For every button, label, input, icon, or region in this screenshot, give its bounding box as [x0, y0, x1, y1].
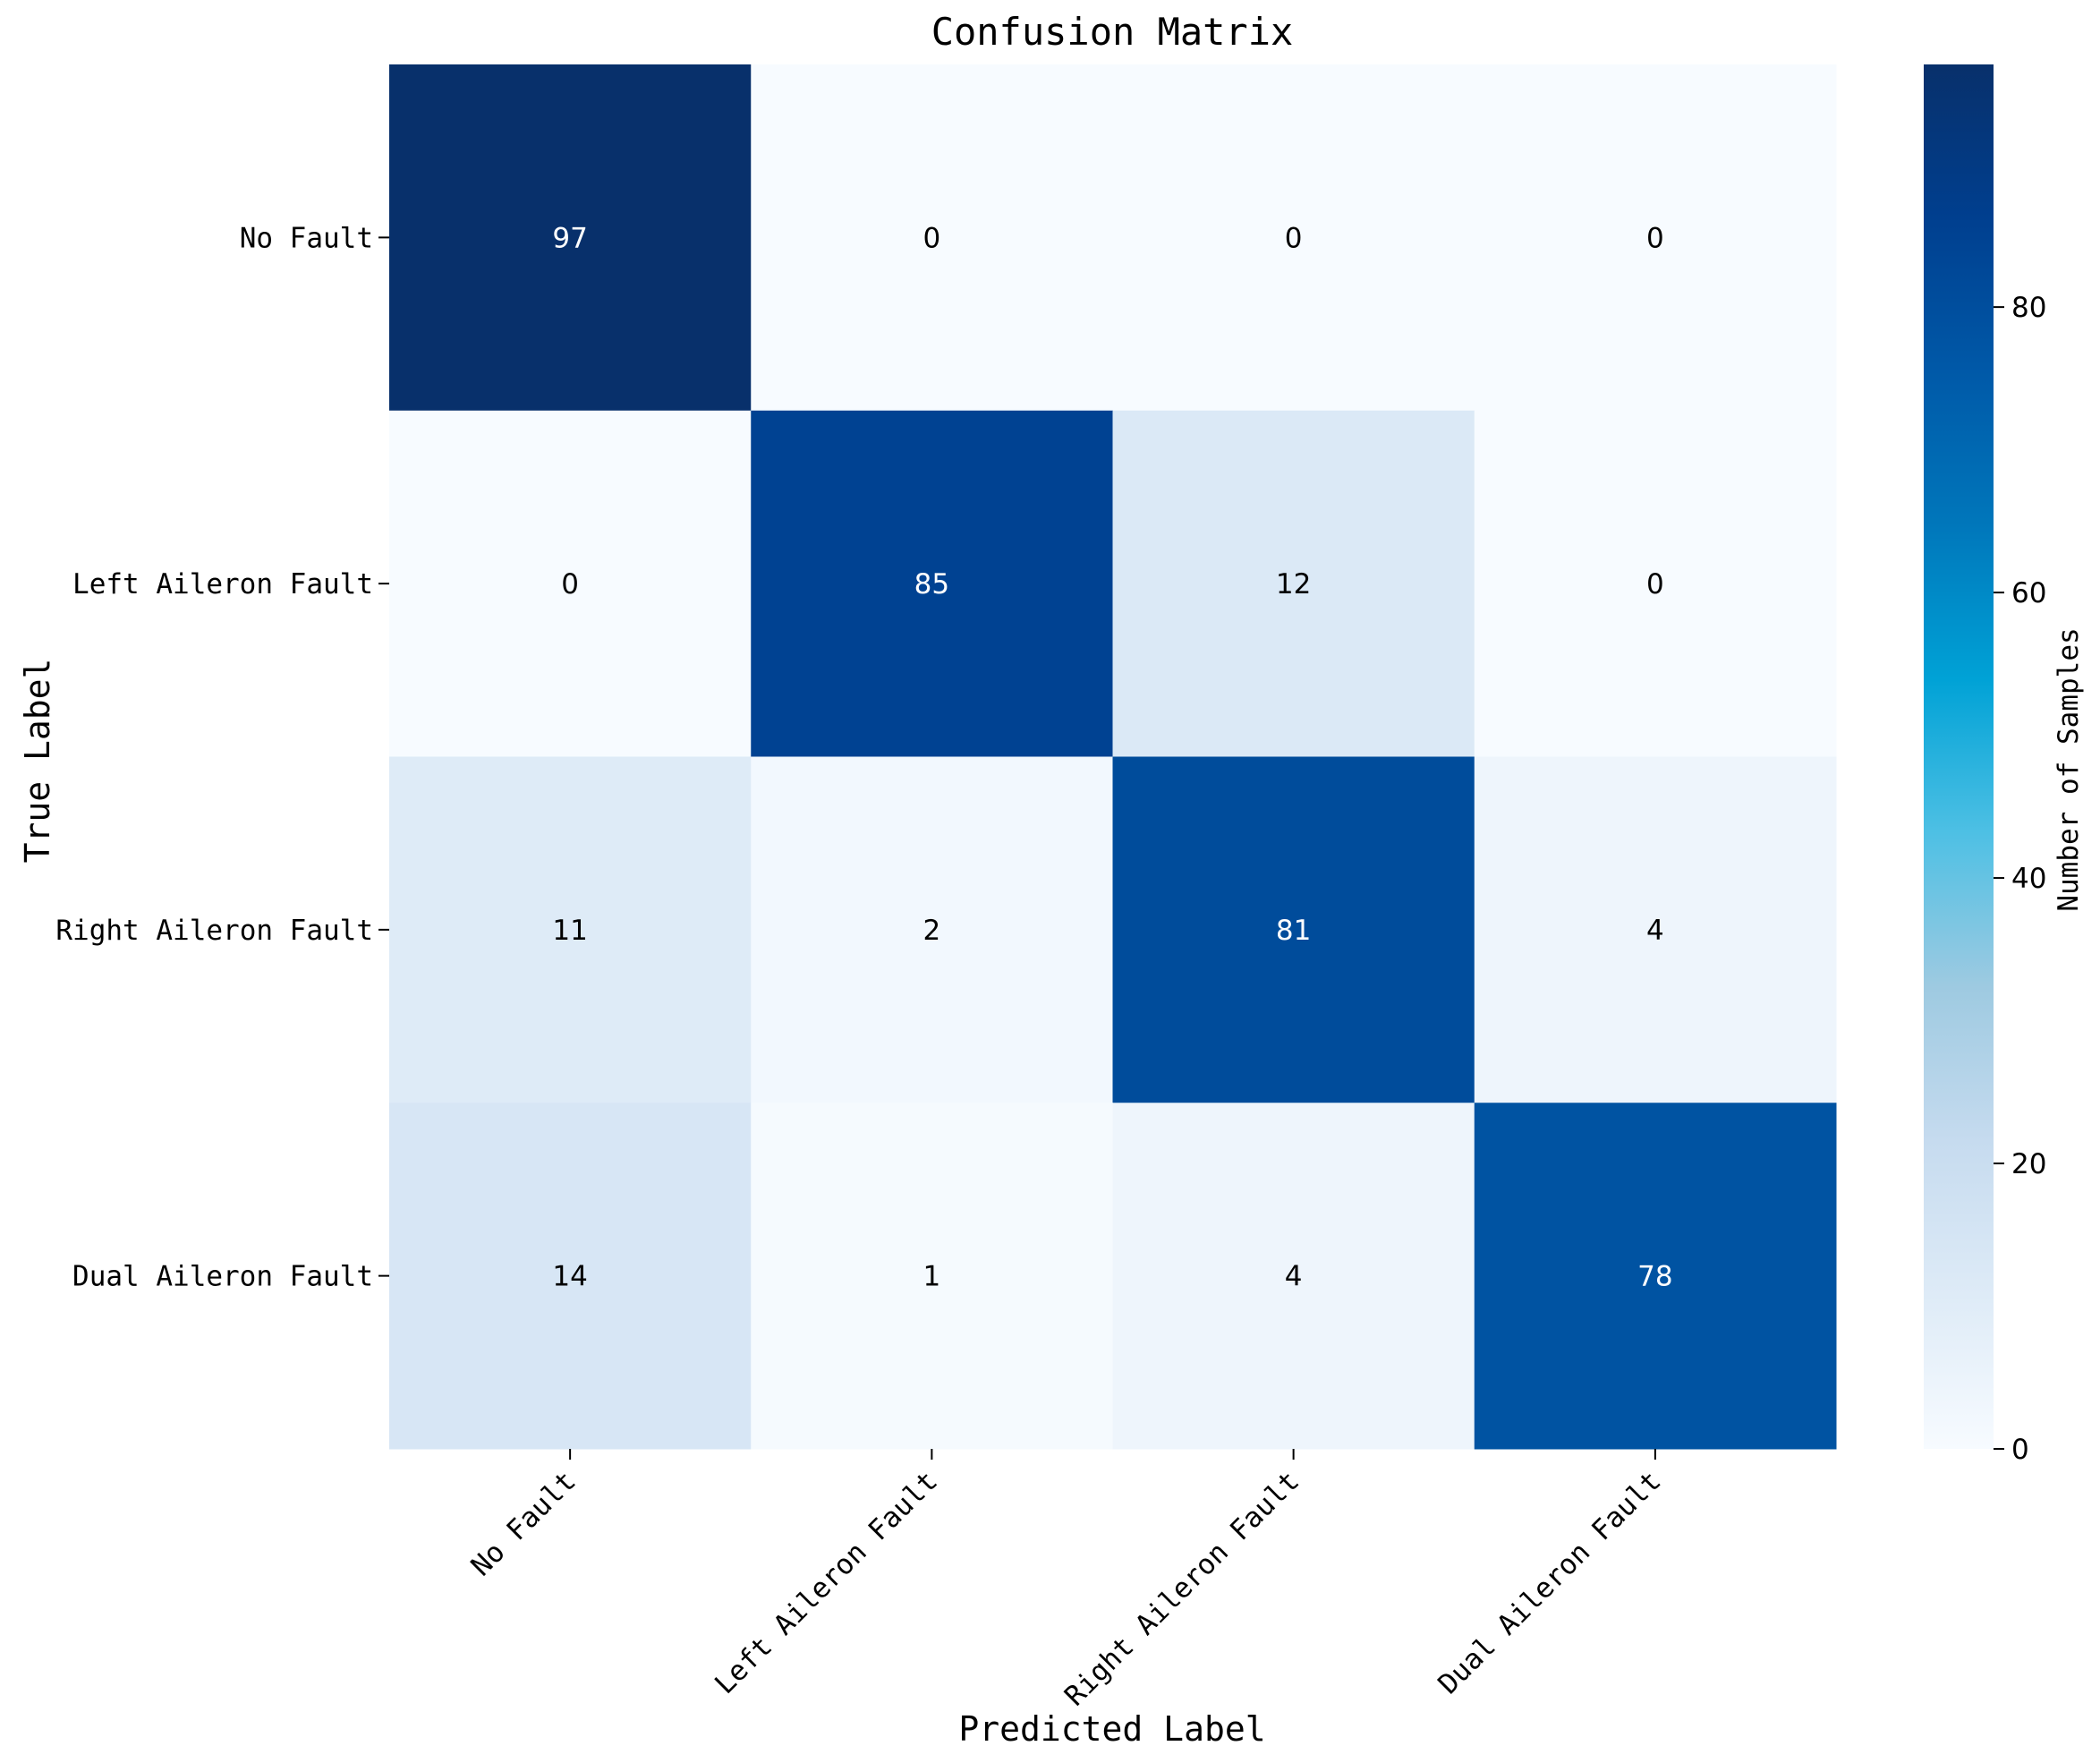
y-tick-label: Left Aileron Fault [72, 568, 373, 600]
x-tick-label: Dual Aileron Fault [1433, 1465, 1668, 1700]
heatmap-cell [1474, 410, 1837, 757]
heatmap-cell [1112, 756, 1475, 1103]
heatmap-cell [1474, 756, 1837, 1103]
heatmap-cell [1112, 64, 1475, 412]
chart-title: Confusion Matrix [931, 10, 1294, 54]
x-tick-label: No Fault [465, 1465, 582, 1582]
heatmap-cell [1474, 64, 1837, 412]
cell-value-label: 81 [1276, 915, 1311, 947]
heatmap-cell [389, 756, 752, 1103]
cell-value-label: 4 [1646, 915, 1664, 947]
colorbar-tick-label: 0 [2011, 1434, 2029, 1466]
y-axis-title: True Label [18, 659, 57, 864]
cell-value-label: 1 [923, 1261, 941, 1293]
colorbar-title: Number of Samples [2053, 627, 2085, 911]
cell-value-label: 97 [552, 222, 587, 254]
colorbar: 0 20 40 60 80 [1924, 64, 2046, 1466]
y-tick-label: Dual Aileron Fault [72, 1261, 373, 1293]
cell-value-label: 4 [1285, 1261, 1303, 1293]
x-axis-ticks: No Fault Left Aileron Fault Right Aileron … [465, 1449, 1668, 1712]
heatmap-cell [389, 410, 752, 757]
cell-value-label: 78 [1637, 1261, 1672, 1293]
heatmap-cell [751, 410, 1113, 757]
heatmap-cell [389, 1103, 752, 1450]
cell-value-label: 0 [923, 222, 941, 254]
heatmap-cell [1112, 1103, 1475, 1450]
x-tick-label: Right Aileron Fault [1059, 1465, 1305, 1712]
heatmap-cell [1112, 410, 1475, 757]
x-tick-label: Left Aileron Fault [709, 1465, 944, 1700]
cell-value-label: 85 [914, 568, 949, 600]
heatmap-cell-labels: 97 0 0 00 85 12 011 2 81 414 1 4 78 [552, 222, 1672, 1292]
heatmap-cell [751, 64, 1113, 412]
colorbar-tick-label: 40 [2011, 863, 2046, 895]
heatmap-cell [751, 756, 1113, 1103]
heatmap-cell [389, 64, 752, 412]
colorbar-gradient [1924, 64, 1994, 1449]
colorbar-tick-label: 60 [2011, 577, 2046, 609]
y-tick-label: Right Aileron Fault [55, 915, 373, 947]
heatmap-cell [751, 1103, 1113, 1450]
colorbar-tick-label: 20 [2011, 1148, 2046, 1180]
heatmap-cells [389, 64, 1837, 1450]
cell-value-label: 2 [923, 915, 941, 947]
heatmap-cell [1474, 1103, 1837, 1450]
y-axis-ticks: No Fault Left Aileron Fault Right Aileron … [55, 222, 389, 1293]
cell-value-label: 0 [1646, 568, 1664, 600]
x-axis-title: Predicted Label [958, 1709, 1265, 1749]
y-tick-label: No Fault [240, 222, 373, 254]
cell-value-label: 12 [1276, 568, 1311, 600]
cell-value-label: 0 [1646, 222, 1664, 254]
cell-value-label: 0 [561, 568, 579, 600]
cell-value-label: 0 [1285, 222, 1303, 254]
colorbar-tick-label: 80 [2011, 292, 2046, 324]
cell-value-label: 14 [552, 1261, 587, 1293]
cell-value-label: 11 [552, 915, 587, 947]
